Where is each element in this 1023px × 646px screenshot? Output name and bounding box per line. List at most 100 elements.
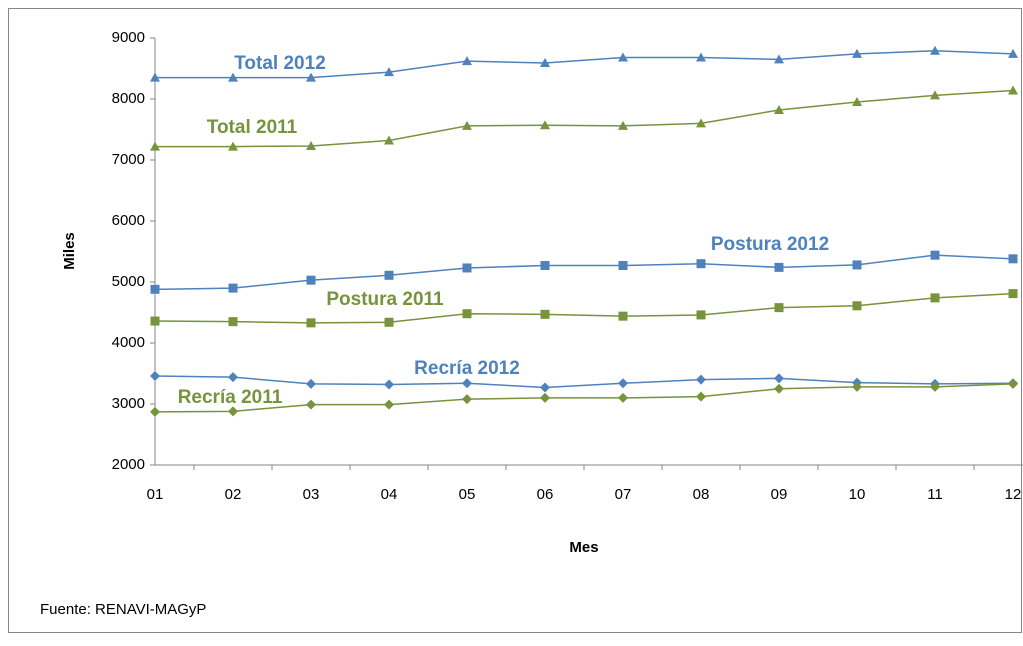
x-tick-label: 07 [615,486,632,503]
marker [1008,378,1018,389]
marker [384,399,394,410]
series-line [154,375,1014,389]
marker [696,310,706,320]
marker [540,120,550,130]
series-label: Postura 2011 [326,289,444,310]
marker [384,317,394,327]
marker [1008,48,1018,58]
marker [384,67,394,77]
marker [540,392,550,403]
series-line [155,50,1014,79]
marker [150,370,160,381]
marker [228,406,238,417]
marker [852,381,862,392]
series-label: Recría 2012 [414,358,520,379]
series-label: Total 2011 [207,117,298,138]
x-tick-label: 08 [693,486,710,503]
y-tick-label: 9000 [112,29,145,46]
y-tick-label: 7000 [112,151,145,168]
x-tick-label: 11 [927,486,943,503]
y-tick-label: 8000 [112,90,145,107]
marker [462,378,472,389]
marker [384,270,394,280]
marker [150,72,160,82]
x-tick-label: 05 [459,486,476,503]
marker [462,263,472,273]
marker [852,97,862,107]
marker [618,120,628,130]
marker [1008,85,1018,95]
marker [696,259,706,269]
marker [618,378,628,389]
marker [384,379,394,390]
marker [930,45,940,55]
x-tick-label: 06 [537,486,554,503]
marker [852,48,862,58]
series-label: Postura 2012 [711,234,829,255]
marker [696,118,706,128]
marker [852,301,862,311]
marker [930,90,940,100]
marker [930,250,940,260]
marker [150,316,160,326]
marker [306,378,316,389]
series-line [154,292,1014,324]
series-line [154,383,1014,413]
marker [930,381,940,392]
marker [384,135,394,145]
marker [540,58,550,68]
x-axis-label: Mes [569,539,598,556]
marker [150,284,160,294]
marker [774,262,784,272]
marker [228,283,238,293]
marker [306,140,316,150]
marker [618,261,628,271]
x-tick-label: 02 [225,486,242,503]
marker [306,399,316,410]
x-tick-label: 01 [147,486,164,503]
marker [774,383,784,394]
x-tick-label: 03 [303,486,320,503]
marker [306,72,316,82]
marker [150,406,160,417]
marker [306,318,316,328]
marker [540,309,550,319]
marker [462,56,472,66]
marker [1008,254,1018,264]
x-tick-label: 12 [1005,486,1022,503]
marker [852,260,862,270]
series-label: Recría 2011 [178,387,283,408]
y-tick-label: 2000 [112,456,145,473]
marker [696,374,706,385]
marker [774,104,784,114]
marker [774,373,784,384]
marker [618,52,628,62]
marker [696,52,706,62]
marker [1008,289,1018,299]
marker [618,392,628,403]
marker [696,391,706,402]
marker [306,275,316,285]
marker [150,141,160,151]
y-tick-label: 4000 [112,334,145,351]
y-axis-label: Miles [61,232,78,270]
marker [462,394,472,405]
source-note: Fuente: RENAVI-MAGyP [40,601,206,618]
marker [540,382,550,393]
series-label: Total 2012 [234,53,326,74]
marker [540,261,550,271]
marker [462,120,472,130]
marker [228,141,238,151]
marker [228,372,238,383]
y-tick-label: 3000 [112,395,145,412]
marker [228,72,238,82]
marker [228,317,238,327]
x-tick-label: 10 [849,486,866,503]
y-tick-label: 5000 [112,273,145,290]
marker [462,309,472,319]
series-line [155,89,1014,148]
marker [774,54,784,64]
marker [930,293,940,303]
series-line [154,254,1014,291]
